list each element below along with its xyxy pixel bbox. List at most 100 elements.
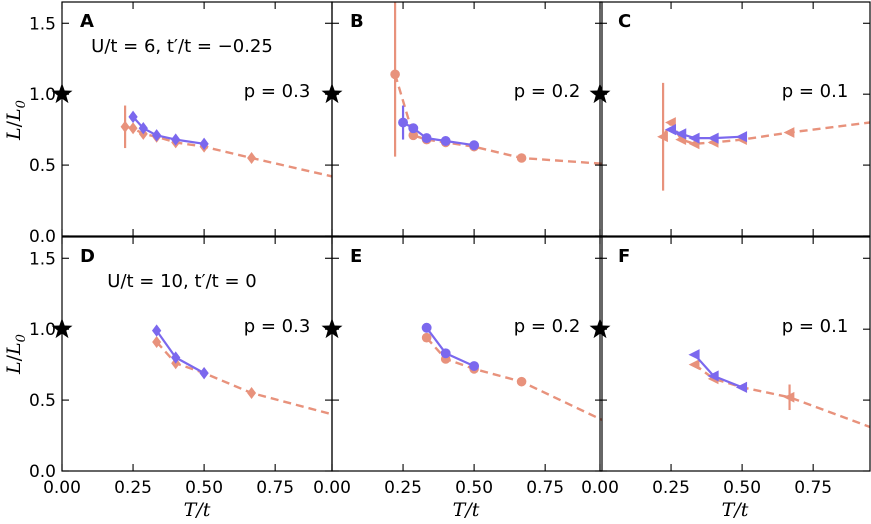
- plot-area: [688, 349, 870, 429]
- doping-label: p = 0.1: [782, 81, 849, 102]
- panel-letter: A: [80, 11, 94, 32]
- orange-data-point: [247, 152, 257, 164]
- orange-data-point: [783, 127, 795, 138]
- panel-frame: [331, 236, 603, 472]
- purple-data-point: [675, 128, 687, 140]
- x-tick-label: 0.75: [794, 478, 832, 498]
- purple-data-point: [199, 366, 209, 380]
- x-tick-label: 0.50: [185, 478, 223, 498]
- purple-data-point: [707, 132, 719, 144]
- purple-data-point: [688, 132, 700, 144]
- purple-data-point: [398, 117, 409, 128]
- svg-text:L/L0: L/L0: [3, 334, 29, 375]
- y-tick-label: 0.0: [29, 227, 56, 247]
- x-tick-label: 0.00: [313, 478, 351, 498]
- x-tick-label: 0.00: [43, 478, 81, 498]
- plot-area: [657, 82, 870, 191]
- orange-data-point: [390, 69, 400, 80]
- purple-series-line: [155, 329, 205, 375]
- orange-data-point: [657, 131, 668, 143]
- y-tick-label: 0.5: [29, 156, 56, 176]
- purple-data-point: [138, 122, 148, 135]
- panel-letter: C: [618, 11, 631, 32]
- orange-data-point: [516, 153, 527, 163]
- orange-data-point: [688, 359, 700, 371]
- purple-data-point: [199, 137, 209, 151]
- doping-label: p = 0.3: [244, 81, 311, 102]
- orange-data-point: [152, 335, 162, 348]
- x-tick-label: 0.25: [384, 478, 422, 498]
- x-tick-label: 0.25: [114, 478, 152, 498]
- panel-frame: [331, 1, 603, 237]
- orange-data-point: [421, 332, 432, 343]
- model-params-label: U/t = 6, t′/t = −0.25: [91, 36, 273, 57]
- orange-series-line: [425, 336, 602, 421]
- y-tick-label: 1.5: [29, 249, 56, 269]
- plot-area: [390, 2, 602, 165]
- panel-letter: E: [350, 246, 362, 267]
- purple-data-point: [421, 133, 432, 144]
- svg-text:L/L0: L/L0: [3, 100, 29, 141]
- purple-data-point: [440, 348, 451, 359]
- purple-data-point: [707, 370, 719, 382]
- purple-data-point: [421, 322, 432, 333]
- panel-frame: [599, 1, 871, 237]
- purple-data-point: [735, 131, 748, 143]
- orange-data-point: [516, 376, 527, 387]
- panel-letter: F: [618, 246, 630, 267]
- y-axis-title-bottom: L/L0: [3, 334, 29, 375]
- purple-data-point: [151, 129, 162, 142]
- orange-data-point: [247, 387, 257, 399]
- purple-data-point: [469, 140, 480, 151]
- doping-label: p = 0.1: [782, 316, 849, 337]
- orange-data-point: [783, 391, 795, 403]
- x-tick-label: 0.75: [526, 478, 564, 498]
- orange-data-point: [665, 117, 676, 128]
- x-tick-label: 0.75: [256, 478, 294, 498]
- orange-series-line: [155, 341, 332, 416]
- plot-area: [151, 324, 332, 416]
- purple-data-point: [171, 351, 181, 364]
- panel-frame: [599, 236, 871, 472]
- purple-data-point: [440, 136, 451, 146]
- x-axis-title-2: T/t: [453, 499, 480, 521]
- x-tick-label: 0.25: [652, 478, 690, 498]
- x-tick-label: 0.50: [723, 478, 761, 498]
- x-tick-label: 0.00: [581, 478, 619, 498]
- panel-f: 0.00 0.25 0.50 0.75 Fp = 0.1: [581, 236, 871, 498]
- purple-data-point: [469, 361, 480, 372]
- orange-series-line: [693, 363, 870, 429]
- y-tick-label: 1.0: [29, 85, 56, 105]
- x-axis-title-1: T/t: [184, 499, 211, 521]
- y-tick-label: 0.5: [29, 391, 56, 411]
- panel-a: 0.0 0.5 1.0 1.5 Ap = 0.3 U/t = 6, t′/t = −0.2…: [29, 1, 333, 247]
- doping-label: p = 0.3: [244, 316, 311, 337]
- doping-label: p = 0.2: [514, 316, 581, 337]
- doping-label: p = 0.2: [514, 81, 581, 102]
- orange-data-point: [128, 122, 138, 135]
- panel-e: 0.00 0.25 0.50 0.75 Ep = 0.2: [313, 236, 603, 498]
- orange-series-line: [124, 125, 332, 178]
- y-axis-title-top: L/L0: [3, 100, 29, 141]
- panel-b: Bp = 0.2: [321, 1, 603, 237]
- purple-data-point: [128, 110, 138, 124]
- plot-area: [421, 322, 602, 421]
- orange-data-point: [408, 130, 419, 141]
- panel-letter: D: [80, 246, 95, 267]
- x-tick-label: 0.50: [455, 478, 493, 498]
- panel-d: 0.0 0.5 1.0 1.5 0.00 0.25 0.50 0.75 Dp = 0.3 U/t …: [29, 236, 333, 498]
- purple-data-point: [171, 133, 181, 146]
- orange-data-point: [120, 120, 130, 133]
- y-tick-label: 1.0: [29, 320, 56, 340]
- y-tick-label: 0.0: [29, 462, 56, 482]
- purple-data-point: [735, 381, 748, 393]
- purple-data-point: [408, 123, 419, 134]
- model-params-label: U/t = 10, t′/t = 0: [107, 271, 256, 292]
- panels-group: 0.0 0.5 1.0 1.5 Ap = 0.3 U/t = 6, t′/t = −0.2…: [29, 1, 871, 498]
- panel-letter: B: [350, 11, 364, 32]
- y-tick-label: 1.5: [29, 14, 56, 34]
- panel-c: Cp = 0.1: [589, 1, 871, 237]
- plot-area: [120, 105, 332, 178]
- purple-data-point: [688, 349, 700, 361]
